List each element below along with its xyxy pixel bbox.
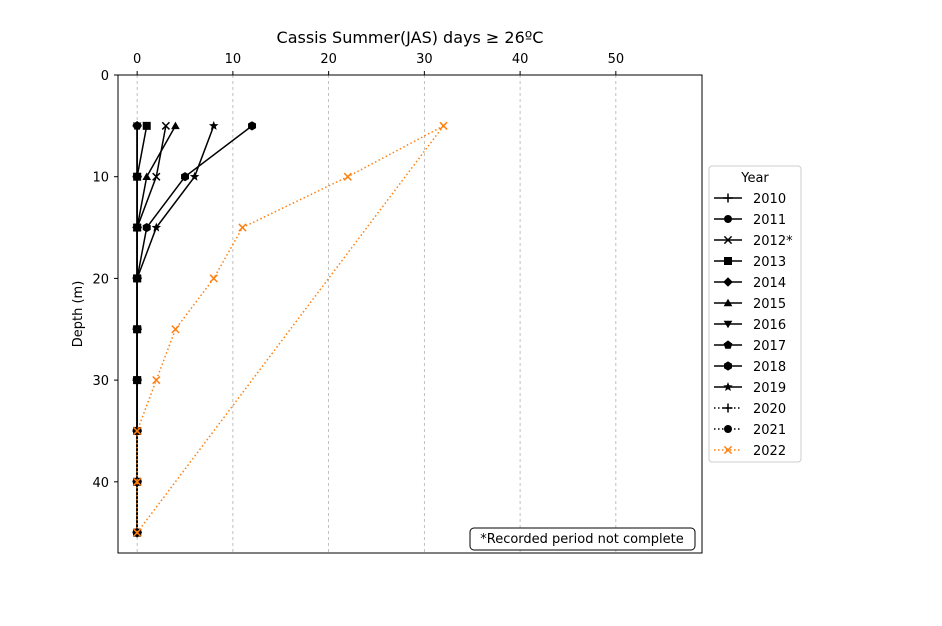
- legend-item: 2018: [714, 360, 786, 375]
- y-tick-label: 10: [92, 171, 109, 186]
- legend-item: 2022: [714, 444, 786, 459]
- data-point: [133, 528, 142, 537]
- data-point: [132, 121, 142, 130]
- data-point: [152, 375, 161, 385]
- legend-item: 2016: [714, 318, 786, 333]
- legend-item: 2012*: [714, 234, 793, 249]
- series-2018: [133, 121, 257, 538]
- data-point: [142, 172, 152, 180]
- legend-label: 2015: [753, 297, 786, 312]
- legend-label: 2013: [753, 255, 786, 270]
- y-tick-label: 0: [101, 69, 109, 84]
- data-point: [248, 121, 257, 131]
- legend-swatch-marker: [723, 445, 733, 455]
- legend-item: 2019: [714, 381, 786, 396]
- x-tick-label: 10: [225, 52, 242, 67]
- data-point: [208, 120, 219, 130]
- legend-swatch-marker: [723, 277, 733, 287]
- legend-item: 2021: [714, 423, 786, 438]
- legend-swatch-marker: [724, 257, 732, 265]
- legend-item: 2017: [714, 339, 786, 354]
- data-point: [132, 222, 142, 232]
- data-point: [171, 325, 180, 334]
- legend-label: 2020: [753, 402, 786, 417]
- annotation-box: *Recorded period not complete: [469, 527, 696, 551]
- data-point: [142, 222, 151, 233]
- data-point: [132, 273, 142, 283]
- x-tick-label: 20: [320, 52, 337, 67]
- legend-item: 2010: [714, 192, 786, 207]
- legend-swatch-marker: [724, 361, 732, 371]
- axis-layer: 0 10 20 30 40 50 0 10 20 30 40: [92, 52, 624, 491]
- legend-swatch-marker: [724, 215, 732, 223]
- legend-label: 2022: [753, 444, 786, 459]
- data-point: [133, 426, 142, 436]
- y-tick-label: 30: [92, 374, 109, 389]
- data-point: [181, 172, 189, 182]
- legend-item: 2020: [714, 402, 786, 417]
- legend-label: 2012*: [753, 234, 793, 249]
- x-tick-label: 40: [512, 52, 529, 67]
- chart-title: Cassis Summer(JAS) days ≥ 26ºC: [277, 28, 544, 47]
- legend-swatch-marker: [723, 403, 733, 413]
- legend-label: 2016: [753, 318, 786, 333]
- data-point: [132, 172, 142, 181]
- legend-item: 2015: [714, 297, 786, 312]
- legend-item: 2014: [714, 276, 786, 291]
- series-line: [136, 125, 177, 533]
- data-point: [171, 121, 180, 130]
- legend-label: 2019: [753, 381, 786, 396]
- data-point: [132, 324, 142, 334]
- data-point: [209, 274, 218, 283]
- legend-swatch-marker: [723, 320, 733, 329]
- legend-item: 2013: [714, 255, 786, 270]
- legend-item: 2011: [714, 213, 786, 228]
- grid-layer: [136, 75, 617, 553]
- x-tick-label: 30: [416, 52, 433, 67]
- data-point: [189, 171, 200, 181]
- legend: Year 201020112012*2013201420152016201720…: [708, 165, 802, 463]
- legend-label: 2010: [753, 192, 786, 207]
- annotation-text: *Recorded period not complete: [480, 532, 684, 547]
- series-line: [136, 125, 253, 533]
- x-tick-label: 50: [608, 52, 625, 67]
- series-connector: [136, 125, 445, 534]
- legend-label: 2017: [753, 339, 786, 354]
- legend-label: 2014: [753, 276, 786, 291]
- legend-swatch-marker: [723, 193, 733, 203]
- annotation-frame: [469, 527, 696, 551]
- legend-swatch-marker: [723, 235, 733, 245]
- data-point: [151, 222, 162, 232]
- legend-swatch-marker: [723, 340, 733, 349]
- y-tick-label: 40: [92, 476, 109, 491]
- legend-swatch-marker: [723, 382, 733, 392]
- legend-frame: [708, 165, 802, 463]
- legend-items: 2010 2011 2012* 2013 2014 2015 2016 2017 2018 201…: [714, 192, 793, 459]
- series-line: [136, 125, 445, 534]
- legend-swatch-marker: [724, 425, 732, 433]
- plot-frame: [117, 74, 703, 554]
- y-tick-label: 20: [92, 272, 109, 287]
- data-point: [238, 223, 247, 232]
- data-point: [343, 172, 352, 181]
- data-point: [161, 121, 170, 130]
- series-2022: [133, 121, 448, 537]
- legend-title: Year: [740, 171, 769, 186]
- y-axis-label: Depth (m): [71, 281, 86, 348]
- series-layer: [132, 120, 448, 538]
- legend-label: 2018: [753, 360, 786, 375]
- legend-label: 2021: [753, 423, 786, 438]
- legend-label: 2011: [753, 213, 786, 228]
- data-point: [133, 477, 142, 486]
- legend-swatch-marker: [723, 298, 733, 307]
- data-point: [152, 172, 161, 181]
- data-point: [132, 375, 142, 385]
- x-tick-label: 0: [133, 52, 141, 67]
- data-point: [142, 121, 151, 130]
